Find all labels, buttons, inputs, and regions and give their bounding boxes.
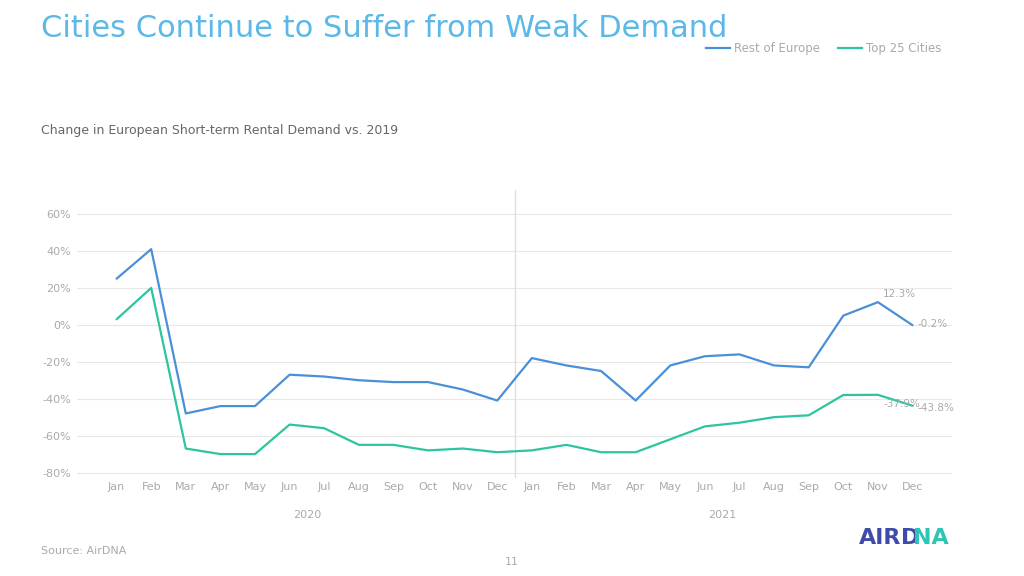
Text: Source: AirDNA: Source: AirDNA	[41, 546, 126, 556]
Text: 2020: 2020	[293, 510, 322, 520]
Text: NA: NA	[913, 528, 949, 548]
Text: D: D	[901, 528, 920, 548]
Text: -0.2%: -0.2%	[918, 319, 948, 329]
Text: Cities Continue to Suffer from Weak Demand: Cities Continue to Suffer from Weak Dema…	[41, 14, 727, 43]
Text: AIR: AIR	[859, 528, 901, 548]
Text: 2021: 2021	[708, 510, 736, 520]
Text: 11: 11	[505, 558, 519, 567]
Text: -43.8%: -43.8%	[918, 403, 954, 412]
Text: Change in European Short-term Rental Demand vs. 2019: Change in European Short-term Rental Dem…	[41, 124, 398, 137]
Text: -37.9%: -37.9%	[883, 399, 920, 408]
Legend: Rest of Europe, Top 25 Cities: Rest of Europe, Top 25 Cities	[701, 37, 946, 60]
Text: 12.3%: 12.3%	[883, 289, 916, 300]
